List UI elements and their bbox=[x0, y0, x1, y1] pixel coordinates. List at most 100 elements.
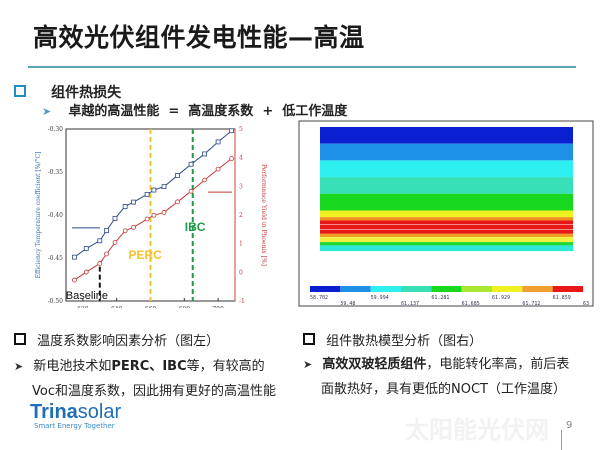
data-point bbox=[175, 199, 180, 205]
right-heading-text: 组件散热模型分析（图右） bbox=[326, 334, 483, 349]
colorbar-swatch bbox=[492, 286, 523, 292]
y-left-tick-label: -0.50 bbox=[48, 298, 64, 305]
colorbar-label: 61.929 bbox=[492, 295, 510, 301]
marker-label-ibc: IBC bbox=[185, 220, 206, 234]
page-divider bbox=[561, 430, 562, 450]
marker-label-perc: PERC bbox=[129, 248, 163, 262]
heatmap-band bbox=[320, 160, 573, 178]
y-left-tick-label: -0.45 bbox=[48, 255, 64, 262]
y-right-tick-label: -1 bbox=[239, 298, 245, 305]
colorbar-swatch bbox=[310, 286, 341, 292]
right-line1-bold: 高效双玻轻质组件 bbox=[322, 357, 427, 372]
y-right-tick-label: 3 bbox=[239, 183, 243, 190]
data-point bbox=[83, 269, 89, 275]
x-tick-label: 660 bbox=[145, 306, 157, 308]
colorbar-label: 61.281 bbox=[431, 295, 449, 301]
data-point bbox=[202, 177, 207, 183]
data-point bbox=[161, 184, 167, 190]
page-number: 9 bbox=[566, 420, 573, 431]
data-point bbox=[72, 277, 77, 283]
series-line-left bbox=[74, 130, 232, 258]
colorbar-swatch bbox=[552, 286, 583, 292]
colorbar-label: 61.685 bbox=[462, 301, 480, 307]
right-line1-post: ，电能转化率高，前后表 bbox=[426, 357, 570, 372]
square-bullet-icon bbox=[14, 85, 26, 97]
voc-temperature-chart: 620 640 660 680 700 -0.50 -0.45 -0.40 -0.35 -0.30… bbox=[35, 126, 267, 308]
arrow-bullet-icon: ➤ bbox=[42, 105, 52, 118]
colorbar-swatch bbox=[431, 286, 462, 292]
data-point bbox=[104, 251, 109, 257]
thermal-model-heatmap: 58.702 59.994 61.281 61.929 61.859 59.48 61.13… bbox=[298, 120, 594, 307]
data-point bbox=[144, 191, 150, 197]
y-right-tick-label: 5 bbox=[239, 126, 243, 133]
trina-solar-logo: Trinasolar Smart Energy Together bbox=[30, 402, 121, 430]
y-left-axis-label: Efficiency Temperature coefficient [%/°C… bbox=[35, 152, 42, 279]
x-tick-label: 640 bbox=[111, 306, 123, 308]
data-point bbox=[122, 204, 128, 209]
y-right-tick-label: 0 bbox=[239, 269, 243, 276]
watermark: 太阳能光伏网 bbox=[405, 416, 549, 444]
heatmap-band bbox=[320, 233, 573, 238]
y-right-tick-label: 2 bbox=[239, 212, 243, 219]
x-tick-label: 620 bbox=[77, 306, 89, 308]
data-point bbox=[151, 212, 157, 218]
heatmap-band bbox=[320, 220, 573, 234]
data-point bbox=[229, 156, 235, 161]
x-tick-label: 700 bbox=[212, 306, 224, 308]
heatmap-band bbox=[320, 127, 573, 144]
colorbar-label: 61.859 bbox=[553, 295, 571, 301]
data-point bbox=[161, 210, 167, 215]
y-left-tick-label: -0.40 bbox=[48, 212, 64, 219]
left-line1-post: 等，有较高的 bbox=[186, 359, 265, 374]
y-right-tick-label: 1 bbox=[239, 241, 243, 248]
marker-label-baseline: Baseline bbox=[66, 290, 108, 302]
colorbar-swatch bbox=[340, 286, 371, 292]
colorbar-label: 61.712 bbox=[522, 301, 540, 307]
colorbar-swatch bbox=[370, 286, 401, 292]
left-block-body: ➤ 新电池技术如PERC、IBC等，有较高的 Voc和温度系数，因此拥有更好的高… bbox=[14, 354, 276, 404]
data-point bbox=[131, 224, 137, 230]
left-line2: Voc和温度系数，因此拥有更好的高温性能 bbox=[32, 384, 276, 399]
square-bullet-icon bbox=[303, 333, 315, 345]
logo-name-bold: Trina bbox=[30, 401, 78, 423]
square-bullet-icon bbox=[14, 333, 26, 345]
colorbar-label: 59.994 bbox=[371, 295, 389, 301]
logo-tagline: Smart Energy Together bbox=[34, 422, 115, 430]
data-point bbox=[97, 261, 103, 266]
y-left-tick-label: -0.35 bbox=[48, 169, 64, 176]
data-point bbox=[122, 228, 128, 234]
logo-name-light: solar bbox=[77, 401, 122, 423]
section-subpoint: ➤ 卓越的高温性能 = 高温度系数 + 低工作温度 bbox=[42, 100, 347, 119]
heatmap-band bbox=[320, 237, 573, 243]
data-point bbox=[215, 139, 221, 145]
data-point bbox=[83, 246, 89, 251]
colorbar-swatch bbox=[401, 286, 432, 292]
data-point bbox=[72, 254, 77, 260]
heatmap-band bbox=[320, 143, 573, 161]
heatmap-band bbox=[320, 242, 573, 246]
data-point bbox=[151, 187, 157, 193]
colorbar-label: 61.137 bbox=[401, 301, 419, 307]
colorbar-label: 63 bbox=[583, 301, 589, 307]
data-point bbox=[175, 173, 180, 178]
data-point bbox=[131, 199, 137, 205]
heatmap-band bbox=[320, 177, 573, 194]
arrow-bullet-icon: ➤ bbox=[303, 358, 313, 371]
data-point bbox=[215, 166, 221, 172]
y-right-tick-label: 4 bbox=[239, 155, 243, 162]
y-right-axis-label: Performance Yield in Phoenix [%] bbox=[260, 164, 267, 266]
data-point bbox=[188, 188, 194, 194]
heatmap-band bbox=[320, 245, 573, 252]
heatmap-band bbox=[320, 210, 573, 218]
data-point bbox=[144, 216, 150, 222]
colorbar-label: 59.48 bbox=[340, 301, 355, 307]
colorbar-swatch bbox=[461, 286, 492, 292]
right-block-body: ➤ 高效双玻轻质组件，电能转化率高，前后表 面散热好，具有更低的NOCT（工作温… bbox=[303, 352, 569, 402]
right-line2: 面散热好，具有更低的NOCT（工作温度） bbox=[321, 382, 566, 397]
slide-title: 高效光伏组件发电性能—高温 bbox=[33, 23, 365, 52]
data-point bbox=[112, 216, 118, 221]
left-line1-pre: 新电池技术如 bbox=[33, 359, 112, 374]
data-point bbox=[188, 161, 194, 167]
data-point bbox=[97, 238, 103, 244]
left-line1-bold: PERC、IBC bbox=[111, 359, 187, 374]
